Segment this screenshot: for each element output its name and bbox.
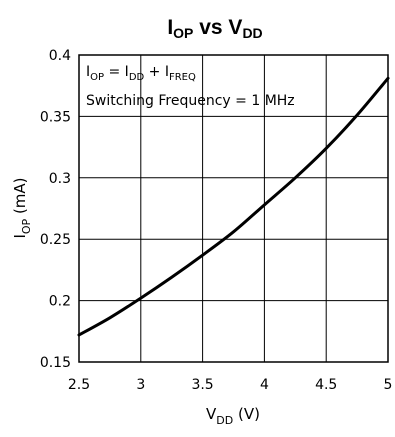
y-tick-label: 0.25	[40, 232, 71, 248]
y-tick-label: 0.2	[49, 294, 71, 310]
annotation-line-2: Switching Frequency = 1 MHz	[86, 93, 295, 109]
title-sub-1: OP	[173, 25, 193, 41]
x-tick-label: 4.5	[315, 377, 337, 393]
y-tick-label: 0.15	[40, 355, 71, 371]
title-main-1: I	[167, 16, 173, 39]
grid-lines	[79, 55, 388, 362]
y-tick-label: 0.4	[49, 48, 71, 64]
x-tick-label: 3.5	[191, 377, 213, 393]
x-tick-label: 2.5	[68, 377, 90, 393]
y-tick-label: 0.3	[49, 171, 71, 187]
title-mid: vs V	[193, 16, 242, 39]
y-tick-labels: 0.15 0.2 0.25 0.3 0.35 0.4	[40, 48, 71, 371]
annotation: IOP = IDD + IFREQ Switching Frequency = …	[86, 64, 295, 109]
y-axis-label: IOP (mA)	[11, 177, 33, 238]
title-sub-2: DD	[242, 25, 262, 41]
x-tick-label: 5	[384, 377, 393, 393]
chart-title: IOP vs VDD	[167, 16, 262, 41]
series-line	[77, 76, 390, 337]
x-axis-label: VDD (V)	[206, 405, 260, 427]
annotation-line-1: IOP = IDD + IFREQ	[86, 64, 196, 83]
x-tick-label: 3	[136, 377, 145, 393]
x-tick-label: 4	[260, 377, 269, 393]
x-tick-labels: 2.5 3 3.5 4 4.5 5	[68, 377, 393, 393]
y-tick-label: 0.35	[40, 109, 71, 125]
plot-frame	[78, 54, 389, 363]
